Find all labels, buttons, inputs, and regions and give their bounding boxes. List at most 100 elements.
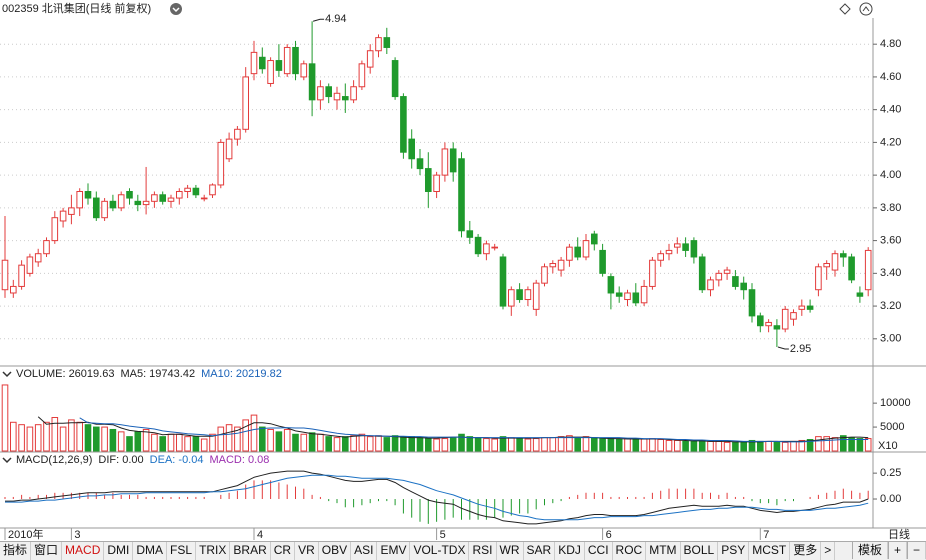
indicator-tab[interactable]: RSI (469, 542, 497, 560)
candle-body (59, 210, 67, 222)
candle-body (142, 200, 150, 206)
candle-body (342, 96, 349, 101)
indicator-tab[interactable]: MTM (646, 542, 681, 560)
candle-body (300, 63, 308, 78)
candle-body (93, 197, 100, 219)
indicator-tab[interactable]: KDJ (555, 542, 585, 560)
volume-bar (574, 437, 582, 452)
candle-body (848, 256, 855, 281)
indicator-tab[interactable]: DMA (133, 542, 168, 560)
candle-body (732, 276, 739, 287)
candle-body (109, 200, 117, 209)
candle-body (167, 197, 175, 202)
volume-bar (856, 438, 864, 452)
candle-body (449, 148, 457, 173)
indicator-tab[interactable]: CCI (585, 542, 613, 560)
volume-bar (250, 414, 258, 452)
indicator-tab[interactable]: 窗口 (31, 542, 63, 560)
candle-body (400, 96, 407, 153)
indicator-tab[interactable]: ROC (613, 542, 647, 560)
volume-bar (167, 433, 175, 452)
candle-body (84, 191, 92, 199)
indicator-tab[interactable]: MCST (749, 542, 791, 560)
volume-bar (864, 438, 872, 452)
indicator-tab[interactable]: VR (295, 542, 319, 560)
candle-body (308, 63, 316, 101)
volume-bar (308, 432, 316, 452)
indicator-tab[interactable]: 更多 (790, 542, 822, 560)
indicator-tab[interactable]: BRAR (230, 542, 271, 560)
volume-bar (682, 440, 689, 452)
x-tick-label: 6 (606, 529, 612, 541)
indicator-tab[interactable]: VOL-TDX (410, 542, 470, 560)
indicator-tab[interactable]: WR (497, 542, 524, 560)
indicator-tab[interactable]: CR (271, 542, 296, 560)
volume-bar (101, 426, 108, 452)
candle-body (184, 187, 191, 192)
annotation-arrow (312, 18, 325, 22)
volume-bar (26, 426, 34, 452)
candle-body (524, 289, 532, 301)
candle-body (532, 282, 540, 310)
volume-bar (599, 438, 606, 452)
volume-bar (76, 421, 84, 452)
volume-bar (591, 437, 598, 452)
candle-body (350, 86, 357, 101)
volume-bar (483, 438, 490, 452)
panel-arrow[interactable] (2, 457, 12, 464)
y-tick-label: 0.25 (880, 467, 901, 479)
volume-bar (43, 421, 50, 452)
macd-line (5, 474, 869, 521)
candle-body (591, 233, 598, 245)
indicator-tab[interactable]: OBV (319, 542, 352, 560)
volume-bar (200, 438, 208, 452)
candle-body (864, 249, 872, 291)
indicator-tab[interactable]: FSL (167, 542, 197, 560)
candle-body (317, 86, 324, 101)
indicator-tab[interactable]: EMV (377, 542, 411, 560)
candle-body (466, 230, 474, 238)
volume-bar (466, 436, 474, 452)
candle-body (624, 292, 631, 301)
volume-bar (624, 438, 631, 452)
y-tick-label: 4.20 (880, 136, 901, 148)
macd-line (5, 470, 869, 525)
indicator-tab[interactable]: BOLL (681, 542, 719, 560)
candle-body (474, 236, 482, 255)
candle-body (10, 285, 17, 294)
volume-bar (151, 433, 158, 452)
candle-body (217, 141, 225, 186)
volume-bar (217, 426, 225, 452)
indicator-tab[interactable]: TRIX (196, 542, 231, 560)
candle-body (366, 50, 374, 68)
side-tab[interactable]: + (887, 542, 907, 559)
volume-bar (491, 438, 498, 452)
y-tick-label: 3.40 (880, 267, 901, 279)
volume-bar (458, 433, 465, 452)
panel-arrow[interactable] (2, 371, 12, 378)
candle-body (566, 246, 573, 261)
indicator-tab[interactable]: 指标 (0, 542, 32, 560)
dropdown-icon[interactable] (170, 3, 182, 15)
indicator-tab[interactable]: SAR (524, 542, 556, 560)
volume-bar (333, 437, 341, 452)
indicator-tab[interactable]: PSY (718, 542, 750, 560)
side-tab[interactable]: 模板 (851, 542, 888, 559)
diamond-icon[interactable] (839, 3, 851, 15)
indicator-tab[interactable]: MACD (62, 542, 105, 560)
indicator-tab[interactable]: DMI (104, 542, 134, 560)
volume-bar (93, 426, 100, 452)
y-tick-label: 4.60 (880, 71, 901, 83)
candle-body (856, 292, 864, 297)
macd-legend: MACD(12,26,9) DIF: 0.00 DEA: -0.04 MACD: 0.… (16, 454, 275, 466)
volume-bar (532, 438, 540, 452)
candle-body (831, 253, 839, 271)
legend-title: VOLUME: 26019.63 (16, 368, 115, 380)
indicator-tab[interactable]: ASI (351, 542, 378, 560)
candle-body (234, 128, 241, 140)
candle-body (790, 312, 797, 320)
side-tab[interactable]: − (906, 542, 926, 559)
indicator-tab[interactable]: > (821, 542, 836, 560)
collapse-icon[interactable] (859, 2, 873, 16)
